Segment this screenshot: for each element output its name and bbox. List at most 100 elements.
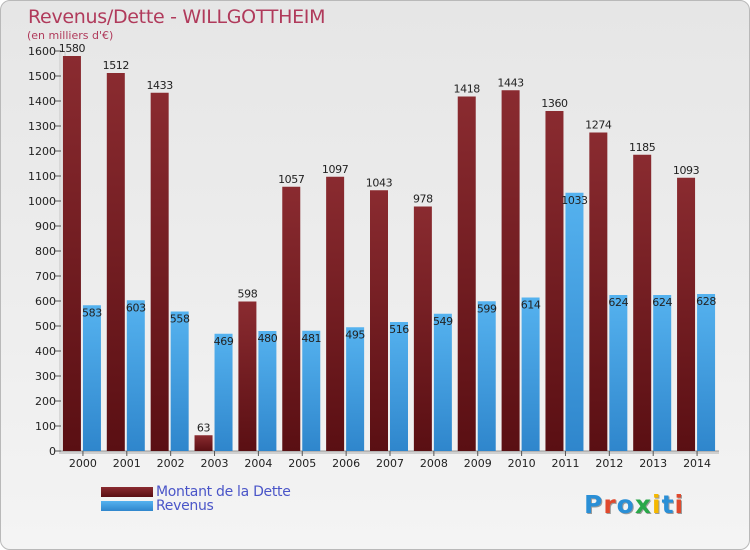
revenue-bar	[521, 297, 540, 451]
logo-letter: i	[652, 490, 662, 519]
debt-bar	[62, 56, 81, 451]
x-tick-label: 2005	[288, 457, 316, 470]
x-tick-label: 2011	[551, 457, 579, 470]
debt-value-label: 1360	[541, 97, 568, 110]
debt-value-label: 1185	[629, 141, 656, 154]
legend-label-revenue: Revenus	[156, 498, 214, 514]
debt-bar	[677, 177, 696, 451]
revenue-value-label: 603	[126, 301, 146, 314]
x-tick-label: 2010	[508, 457, 536, 470]
debt-value-label: 1512	[103, 59, 129, 72]
revenue-bar	[609, 295, 628, 451]
revenue-bar	[433, 313, 452, 451]
legend-label-debt: Montant de la Dette	[156, 484, 291, 500]
debt-value-label: 1093	[673, 164, 700, 177]
logo-letter: P	[584, 490, 604, 519]
x-tick-label: 2002	[157, 457, 185, 470]
debt-bar	[413, 206, 432, 451]
y-tick-label: 900	[35, 220, 56, 233]
y-tick-label: 1600	[28, 45, 56, 58]
debt-value-label: 1057	[278, 173, 305, 186]
revenue-value-label: 624	[652, 296, 672, 309]
revenue-value-label: 516	[389, 323, 409, 336]
debt-value-label: 1443	[497, 76, 524, 89]
x-tick-label: 2006	[332, 457, 360, 470]
revenue-bar	[258, 331, 277, 451]
debt-value-label: 598	[238, 288, 258, 301]
logo-letter: t	[661, 490, 675, 519]
y-tick-label: 1400	[28, 95, 56, 108]
debt-bar	[194, 435, 213, 451]
debt-value-label: 1274	[585, 119, 612, 132]
y-tick-label: 800	[35, 245, 56, 258]
revenue-value-label: 480	[258, 332, 278, 345]
debt-bar	[106, 73, 125, 451]
debt-value-label: 1043	[366, 176, 393, 189]
x-axis-floor	[59, 451, 719, 454]
legend-swatch-debt	[101, 487, 153, 497]
revenue-bar	[697, 294, 716, 451]
logo-letter: r	[603, 490, 617, 519]
debt-value-label: 1097	[322, 163, 349, 176]
x-tick-label: 2003	[201, 457, 229, 470]
revenue-value-label: 1033	[561, 194, 588, 207]
y-tick-label: 100	[35, 420, 56, 433]
logo-letter: i	[674, 490, 685, 519]
y-tick-label: 1500	[28, 70, 56, 83]
debt-bar	[370, 190, 388, 451]
x-tick-label: 2004	[244, 457, 272, 470]
revenue-value-label: 558	[170, 313, 190, 326]
debt-bar	[326, 176, 345, 451]
debt-value-label: 63	[197, 421, 211, 434]
debt-bar	[501, 90, 520, 451]
revenue-value-label: 624	[608, 296, 628, 309]
y-tick-label: 200	[35, 395, 56, 408]
legend-swatch-revenue	[101, 501, 153, 511]
revenue-bar	[346, 327, 365, 451]
revenue-bar	[170, 311, 189, 451]
revenue-bar	[390, 322, 408, 451]
revenue-value-label: 495	[345, 328, 365, 341]
y-tick-label: 0	[49, 445, 56, 458]
debt-bar	[150, 92, 169, 451]
debt-bar	[633, 154, 652, 451]
debt-value-label: 1418	[454, 83, 481, 96]
revenue-value-label: 549	[433, 315, 453, 328]
x-tick-label: 2007	[376, 457, 404, 470]
chart-subtitle: (en milliers d'€)	[27, 29, 114, 42]
y-axis-wall	[59, 51, 65, 451]
y-tick-label: 700	[35, 270, 56, 283]
chart-title: Revenus/Dette - WILLGOTTHEIM	[28, 6, 326, 28]
revenue-value-label: 628	[696, 295, 716, 308]
y-tick-label: 1100	[28, 170, 56, 183]
x-tick-label: 2000	[69, 457, 97, 470]
y-tick-label: 300	[35, 370, 56, 383]
x-tick-label: 2009	[464, 457, 492, 470]
revenue-bar	[653, 295, 672, 451]
logo-letter: o	[616, 490, 635, 519]
revenue-bar	[126, 300, 145, 451]
revenue-bar	[214, 333, 233, 451]
revenue-bar	[82, 305, 101, 451]
debt-value-label: 1433	[146, 79, 173, 92]
x-tick-label: 2012	[595, 457, 623, 470]
y-tick-label: 500	[35, 320, 56, 333]
revenue-value-label: 614	[521, 299, 541, 312]
x-tick-label: 2008	[420, 457, 448, 470]
revenue-value-label: 583	[82, 306, 102, 319]
debt-bar	[545, 111, 564, 451]
revenue-bar	[565, 192, 584, 451]
y-tick-label: 400	[35, 345, 56, 358]
x-tick-label: 2001	[113, 457, 141, 470]
revenue-value-label: 469	[214, 335, 234, 348]
x-tick-label: 2013	[639, 457, 667, 470]
debt-bar	[457, 96, 476, 451]
revenue-bar	[477, 301, 496, 451]
y-tick-label: 1300	[28, 120, 56, 133]
debt-value-label: 1580	[59, 42, 86, 55]
y-tick-label: 1000	[28, 195, 56, 208]
x-tick-label: 2014	[683, 457, 711, 470]
debt-value-label: 978	[413, 193, 433, 206]
